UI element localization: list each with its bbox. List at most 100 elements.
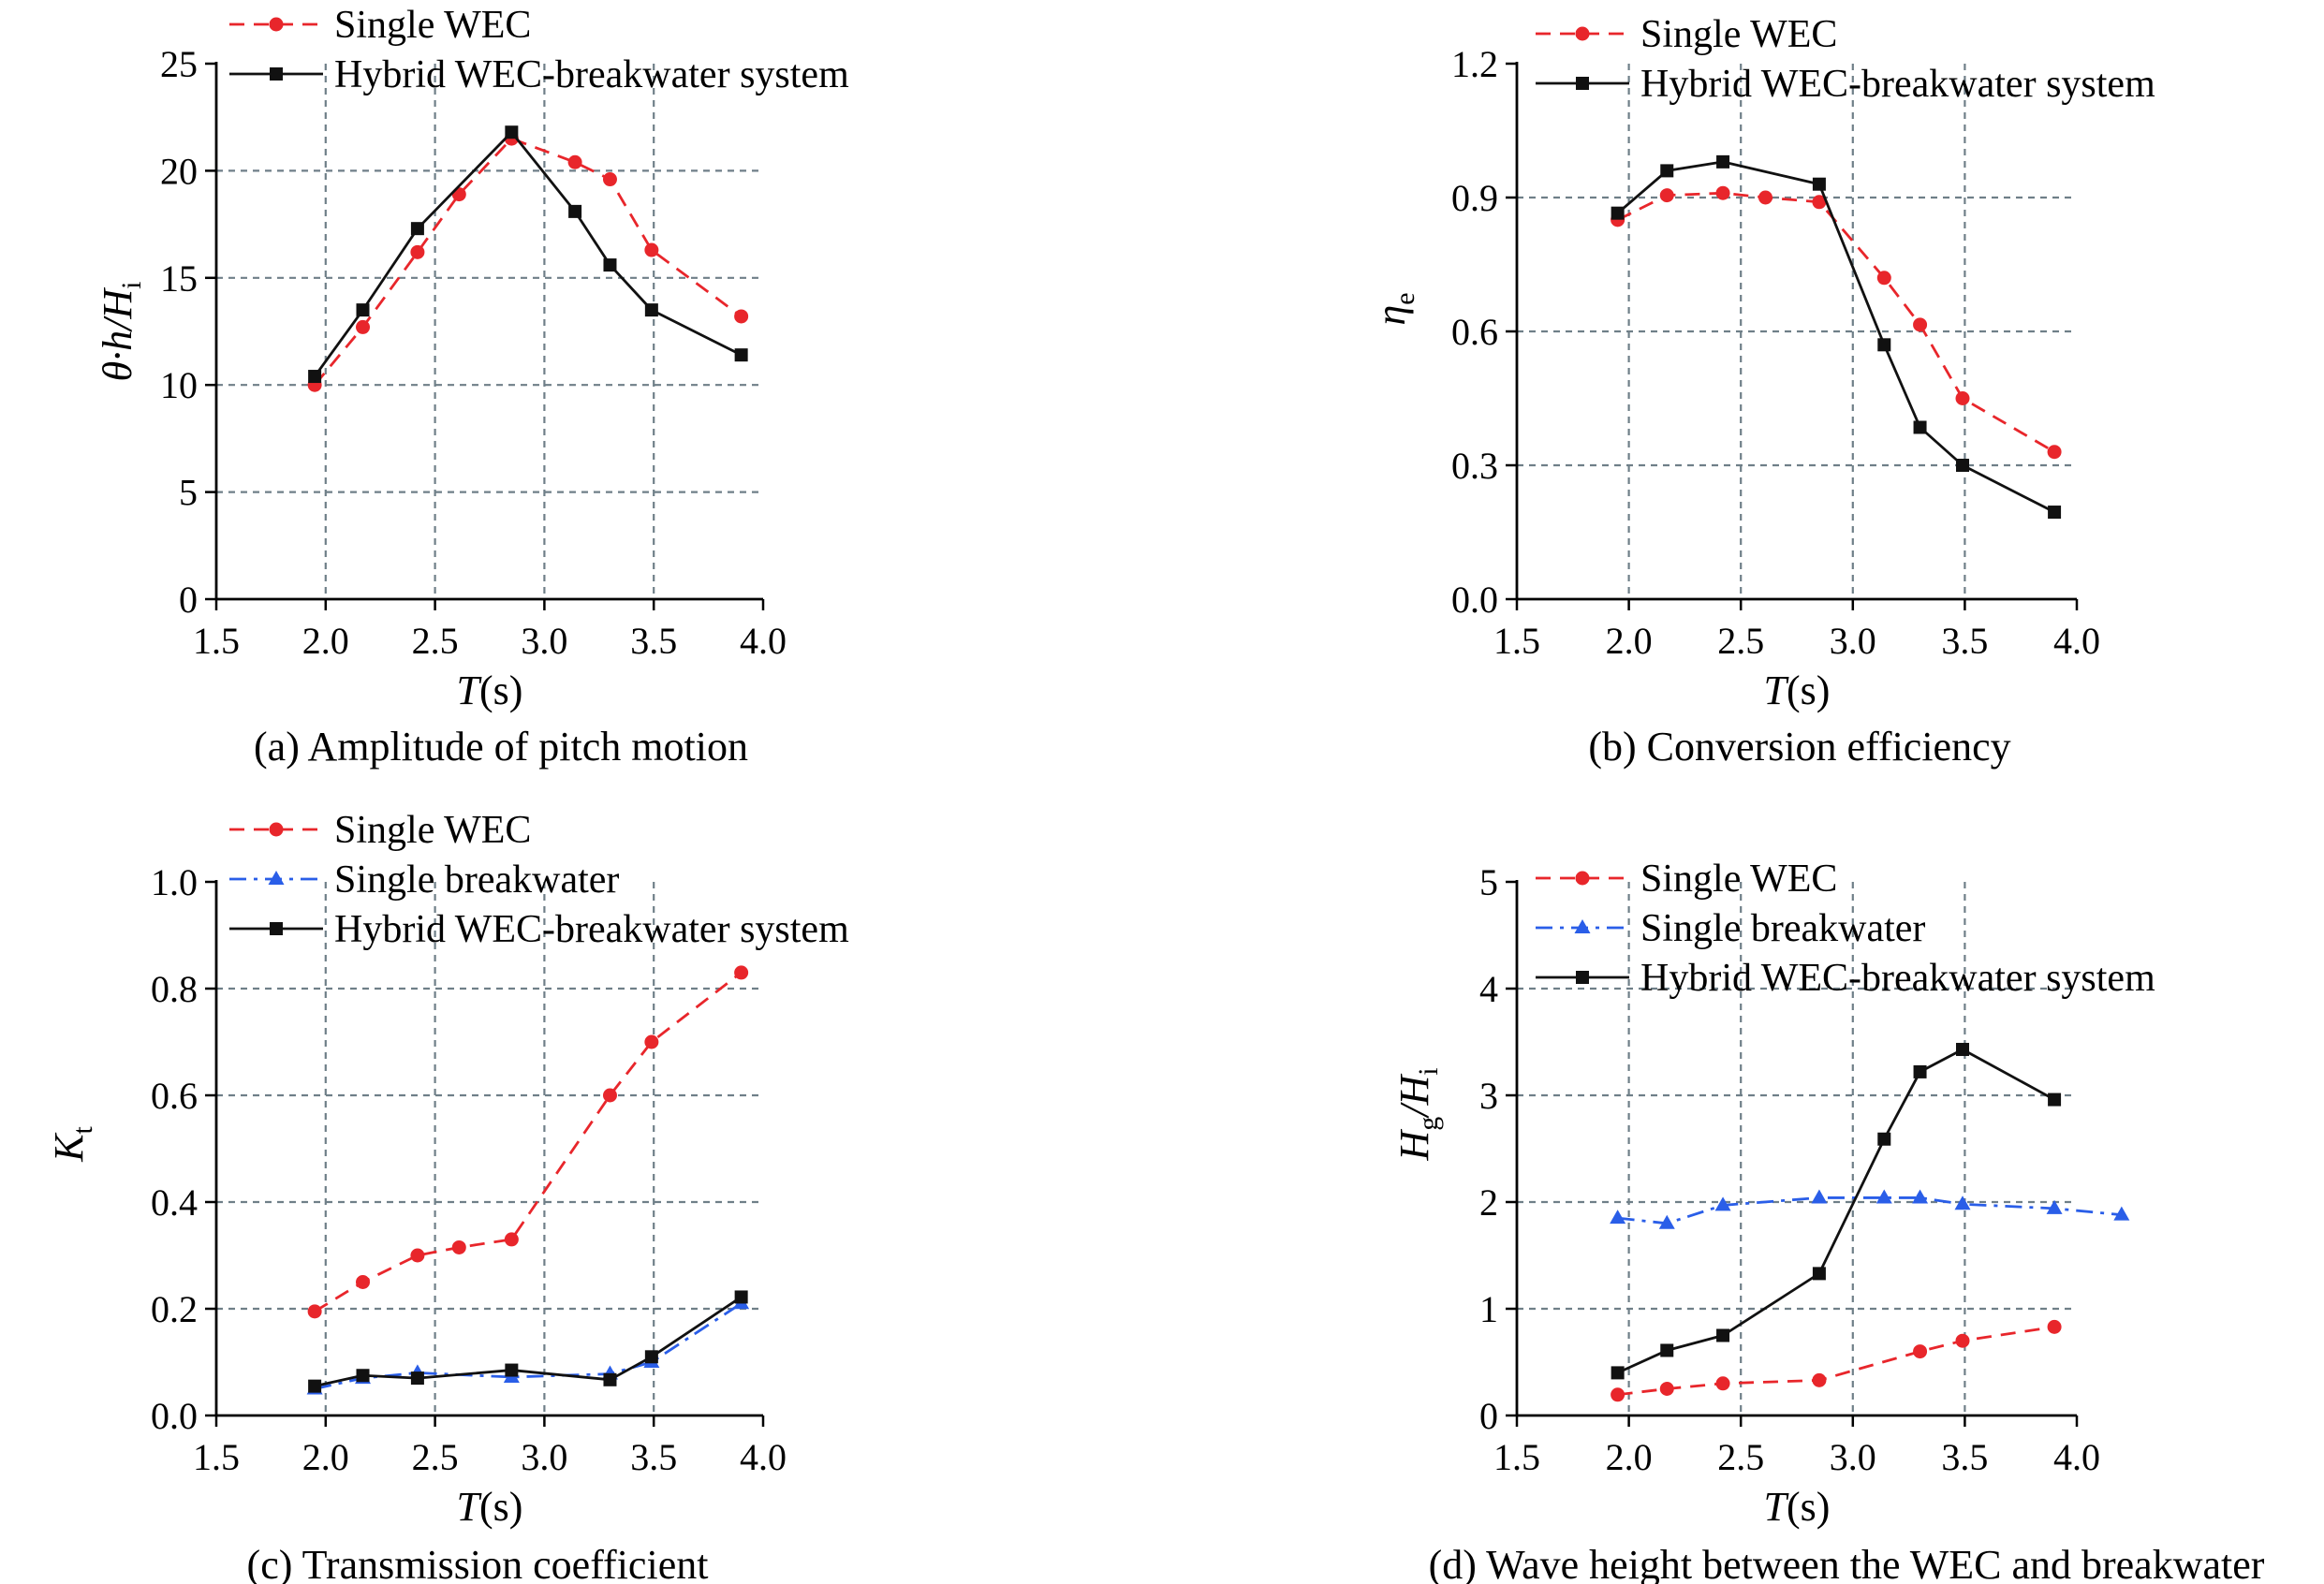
data-point bbox=[1913, 1064, 1927, 1078]
data-point bbox=[1659, 188, 1674, 203]
legend-entry: Single WEC bbox=[334, 809, 531, 852]
data-point bbox=[356, 1275, 371, 1289]
x-tick-label: 3.5 bbox=[630, 1436, 677, 1478]
data-point bbox=[1611, 1387, 1625, 1402]
x-tick-label: 3.5 bbox=[1941, 620, 1988, 662]
x-axis-label: T(s) bbox=[457, 667, 523, 713]
legend-entry: Single WEC bbox=[334, 4, 531, 47]
legend: Single WEC Hybrid WEC-breakwater system bbox=[1536, 13, 2155, 106]
y-tick-label: 0.4 bbox=[151, 1181, 198, 1224]
data-point bbox=[734, 348, 748, 362]
data-point bbox=[410, 1371, 424, 1386]
x-tick-label: 2.5 bbox=[1717, 1436, 1764, 1478]
x-axis-label-symbol: T bbox=[457, 667, 483, 713]
x-tick-label: 4.0 bbox=[2053, 1436, 2100, 1478]
data-point bbox=[1812, 1372, 1827, 1387]
y-axis-label: Hg/Hi bbox=[1391, 1067, 1444, 1161]
data-point bbox=[1956, 1042, 1970, 1056]
data-point bbox=[451, 1239, 466, 1254]
series-square-2 bbox=[1611, 1042, 2062, 1380]
series-line bbox=[1617, 1325, 2055, 1397]
y-axis-label-mid: /H bbox=[1391, 1074, 1437, 1120]
y-tick-label: 0 bbox=[1479, 1395, 1498, 1437]
x-tick-label: 3.0 bbox=[1830, 620, 1876, 662]
data-point bbox=[504, 1232, 519, 1247]
series-triangle-1 bbox=[306, 1295, 750, 1395]
legend-marker bbox=[269, 17, 284, 32]
panel-d: 1.5 2.0 2.5 3.0 3.5 4.0 0 1 2 3 4 5 T(s) Hg/Hi Single … bbox=[1391, 858, 2265, 1584]
x-axis-label-unit: (s) bbox=[1787, 1484, 1830, 1530]
legend-marker bbox=[269, 822, 284, 837]
panel-caption: (c) Transmission coefficient bbox=[247, 1542, 709, 1584]
data-point bbox=[410, 222, 424, 236]
y-axis-label: ηe bbox=[1368, 292, 1420, 325]
data-point bbox=[1812, 177, 1826, 191]
data-point bbox=[1715, 185, 1730, 200]
y-axis-label-sub: e bbox=[1390, 292, 1420, 304]
data-point bbox=[1659, 1382, 1674, 1396]
x-tick-label: 3.0 bbox=[521, 620, 567, 662]
y-axis-label-main: θ·h/H bbox=[95, 287, 140, 382]
data-point bbox=[644, 1350, 658, 1364]
x-tick-label: 3.0 bbox=[521, 1436, 567, 1478]
data-point bbox=[734, 309, 749, 324]
y-tick-label: 25 bbox=[160, 43, 198, 85]
y-tick-label: 0 bbox=[179, 579, 198, 621]
data-point bbox=[410, 1248, 425, 1263]
data-point bbox=[1956, 459, 1970, 472]
data-point bbox=[1877, 1132, 1891, 1146]
series-line bbox=[314, 1296, 743, 1388]
data-point bbox=[1811, 1189, 1828, 1204]
data-point bbox=[356, 303, 370, 317]
data-point bbox=[1812, 195, 1827, 210]
x-axis-label: T(s) bbox=[457, 1484, 523, 1530]
data-point bbox=[602, 172, 617, 187]
data-point bbox=[308, 370, 322, 384]
legend-marker bbox=[1574, 919, 1591, 933]
series-line bbox=[1617, 1048, 2055, 1374]
data-point bbox=[1954, 1195, 1971, 1210]
legend-marker bbox=[270, 922, 283, 935]
legend-marker bbox=[270, 67, 283, 81]
data-point bbox=[2046, 1199, 2063, 1214]
series-square-1 bbox=[308, 125, 748, 384]
y-tick-label: 2 bbox=[1479, 1181, 1498, 1224]
x-axis-label-symbol: T bbox=[1764, 667, 1790, 713]
y-axis-label-sub2: i bbox=[1413, 1067, 1444, 1075]
data-point bbox=[356, 319, 371, 334]
legend-marker bbox=[1575, 871, 1590, 886]
legend-entry: Hybrid WEC-breakwater system bbox=[1640, 957, 2155, 1000]
x-tick-label: 1.5 bbox=[193, 620, 240, 662]
y-axis-label: Kt bbox=[46, 1125, 98, 1162]
data-point bbox=[568, 204, 582, 218]
y-tick-label: 1.0 bbox=[151, 861, 198, 903]
data-point bbox=[1660, 1343, 1674, 1357]
y-axis-label-sub: t bbox=[67, 1125, 98, 1134]
x-tick-label: 1.5 bbox=[193, 1436, 240, 1478]
data-point bbox=[644, 1034, 659, 1049]
legend-marker bbox=[1576, 77, 1589, 90]
y-tick-label: 5 bbox=[1479, 861, 1498, 903]
legend: Single WEC Single breakwater Hybrid WEC-br… bbox=[1536, 858, 2155, 1000]
y-tick-label: 0.0 bbox=[151, 1395, 198, 1437]
series-line bbox=[1616, 160, 2055, 514]
data-point bbox=[1611, 1366, 1625, 1380]
x-tick-label: 1.5 bbox=[1493, 620, 1540, 662]
series-square-1 bbox=[1611, 154, 2062, 520]
data-point bbox=[1913, 420, 1927, 434]
y-tick-label: 1.2 bbox=[1451, 43, 1498, 85]
y-tick-label: 0.8 bbox=[151, 968, 198, 1010]
x-tick-label: 2.5 bbox=[1717, 620, 1764, 662]
data-point bbox=[1876, 271, 1891, 286]
data-point bbox=[1875, 1189, 1892, 1204]
y-tick-label: 0.2 bbox=[151, 1288, 198, 1330]
y-tick-label: 15 bbox=[160, 257, 198, 300]
y-axis-label-sub: g bbox=[1413, 1117, 1444, 1131]
x-axis-label-symbol: T bbox=[1764, 1484, 1790, 1530]
legend-entry: Hybrid WEC-breakwater system bbox=[1640, 63, 2155, 106]
series-triangle-1 bbox=[1610, 1189, 2130, 1229]
x-tick-label: 2.5 bbox=[412, 1436, 459, 1478]
y-tick-label: 1 bbox=[1479, 1288, 1498, 1330]
legend: Single WEC Single breakwater Hybrid WEC-br… bbox=[229, 809, 849, 951]
series-line bbox=[314, 137, 743, 387]
